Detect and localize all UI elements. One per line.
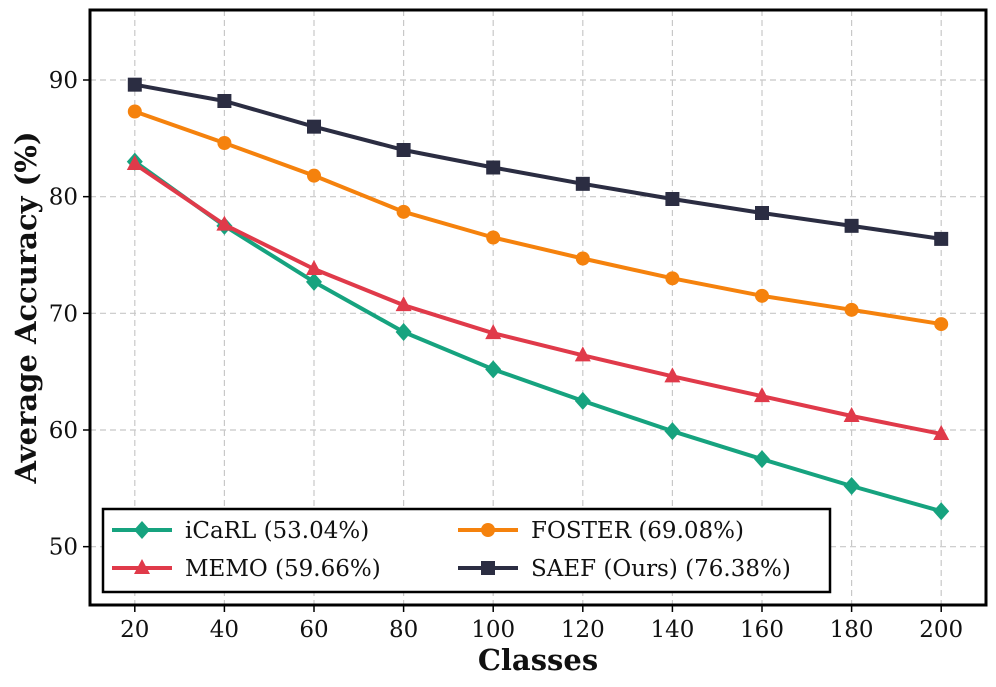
legend-item-saef: SAEF (Ours) (76.38%): [458, 556, 791, 582]
data-point-saef: [844, 218, 859, 233]
data-point-memo: [306, 260, 322, 275]
x-tick-label: 200: [919, 617, 963, 643]
y-tick-label: 60: [49, 418, 78, 444]
legend-marker: [134, 521, 150, 539]
data-point-memo: [216, 215, 233, 231]
data-point-saef: [755, 206, 769, 220]
x-tick-label: 160: [740, 617, 784, 643]
data-point-memo: [574, 346, 591, 362]
legend-label: MEMO (59.66%): [185, 556, 381, 582]
data-point-saef: [486, 160, 501, 175]
series-line-saef: [134, 82, 942, 241]
data-point-foster: [575, 251, 590, 266]
data-point-foster: [755, 288, 769, 303]
x-tick-label: 100: [471, 617, 515, 643]
legend-label: SAEF (Ours) (76.38%): [531, 556, 791, 582]
data-point-foster: [844, 302, 859, 317]
legend-item-foster: FOSTER (69.08%): [458, 518, 744, 544]
x-ticks: 20 40 60 80 100 120 140 160 180 200: [120, 605, 963, 643]
data-point-memo: [485, 324, 502, 340]
data-point-foster: [307, 168, 321, 183]
series: [126, 77, 950, 521]
y-tick-label: 80: [49, 185, 78, 211]
series-icarl: [126, 152, 950, 521]
data-point-memo: [933, 424, 950, 440]
data-point-icarl: [933, 502, 950, 521]
data-point-icarl: [664, 422, 681, 441]
legend-label: FOSTER (69.08%): [531, 518, 744, 544]
legend-box: [101, 507, 832, 594]
x-axis-title: Classes: [478, 643, 598, 677]
y-tick-label: 50: [49, 535, 78, 561]
series-saef: [127, 77, 949, 246]
series-foster: [127, 104, 949, 332]
x-tick-label: 120: [561, 617, 605, 643]
y-ticks: 50 60 70 80 90: [49, 68, 90, 561]
y-axis-title: Average Accuracy (%): [9, 131, 43, 484]
data-point-icarl: [754, 450, 770, 469]
x-tick-label: 180: [830, 617, 874, 643]
data-point-memo: [664, 367, 681, 383]
data-point-memo: [395, 296, 412, 312]
data-point-saef: [396, 143, 411, 157]
legend: iCaRL (53.04%) FOSTER (69.08%) MEMO (59.66…: [101, 507, 832, 594]
data-point-memo: [843, 407, 860, 422]
data-point-memo: [754, 387, 770, 403]
series-line-foster: [134, 109, 942, 327]
x-tick-label: 20: [120, 617, 149, 643]
data-point-foster: [486, 230, 501, 245]
y-tick-label: 70: [49, 301, 78, 327]
plot-frame: [88, 8, 988, 607]
x-tick-label: 40: [210, 617, 239, 643]
legend-marker: [481, 523, 495, 537]
data-point-foster: [217, 136, 232, 150]
data-point-memo: [126, 155, 143, 170]
data-point-icarl: [395, 323, 412, 341]
series-line-memo: [133, 162, 942, 436]
data-point-saef: [934, 231, 949, 246]
data-point-saef: [665, 192, 680, 206]
series-line-icarl: [133, 160, 942, 514]
data-point-icarl: [485, 360, 502, 379]
y-tick-label: 90: [49, 68, 78, 94]
legend-label: iCaRL (53.04%): [185, 518, 369, 544]
x-tick-label: 80: [389, 617, 418, 643]
x-tick-label: 140: [650, 617, 694, 643]
legend-marker: [481, 561, 495, 575]
legend-item-icarl: iCaRL (53.04%): [112, 518, 369, 544]
data-point-saef: [127, 77, 142, 92]
legend-marker: [134, 559, 150, 574]
data-point-icarl: [306, 272, 322, 291]
legend-item-memo: MEMO (59.66%): [112, 556, 381, 582]
data-point-foster: [396, 204, 411, 219]
data-point-saef: [217, 94, 232, 108]
data-point-saef: [307, 119, 321, 134]
data-point-foster: [127, 104, 142, 119]
x-tick-label: 60: [299, 617, 328, 643]
data-point-foster: [665, 271, 680, 286]
data-point-foster: [934, 317, 949, 332]
data-point-icarl: [574, 391, 591, 410]
series-memo: [126, 155, 950, 440]
data-point-saef: [575, 176, 590, 191]
data-point-icarl: [843, 477, 860, 495]
